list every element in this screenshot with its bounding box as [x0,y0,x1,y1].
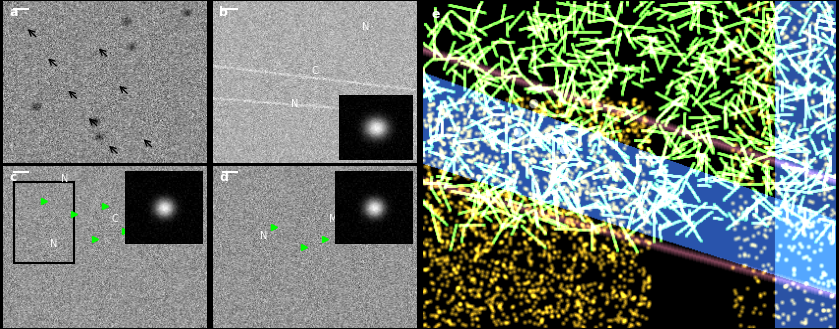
Text: e: e [431,8,440,21]
Bar [13,182,75,263]
Text: N: N [50,239,58,249]
Text: Mt: Mt [329,215,341,224]
Text: d: d [219,171,228,184]
Text: C: C [311,66,318,76]
Text: N: N [60,174,68,184]
Text: c: c [9,171,17,184]
Text: N: N [290,98,298,109]
Text: N: N [362,22,369,33]
Text: b: b [219,6,228,19]
Text: C: C [112,215,118,224]
Text: N: N [260,231,268,240]
Text: a: a [9,6,18,19]
